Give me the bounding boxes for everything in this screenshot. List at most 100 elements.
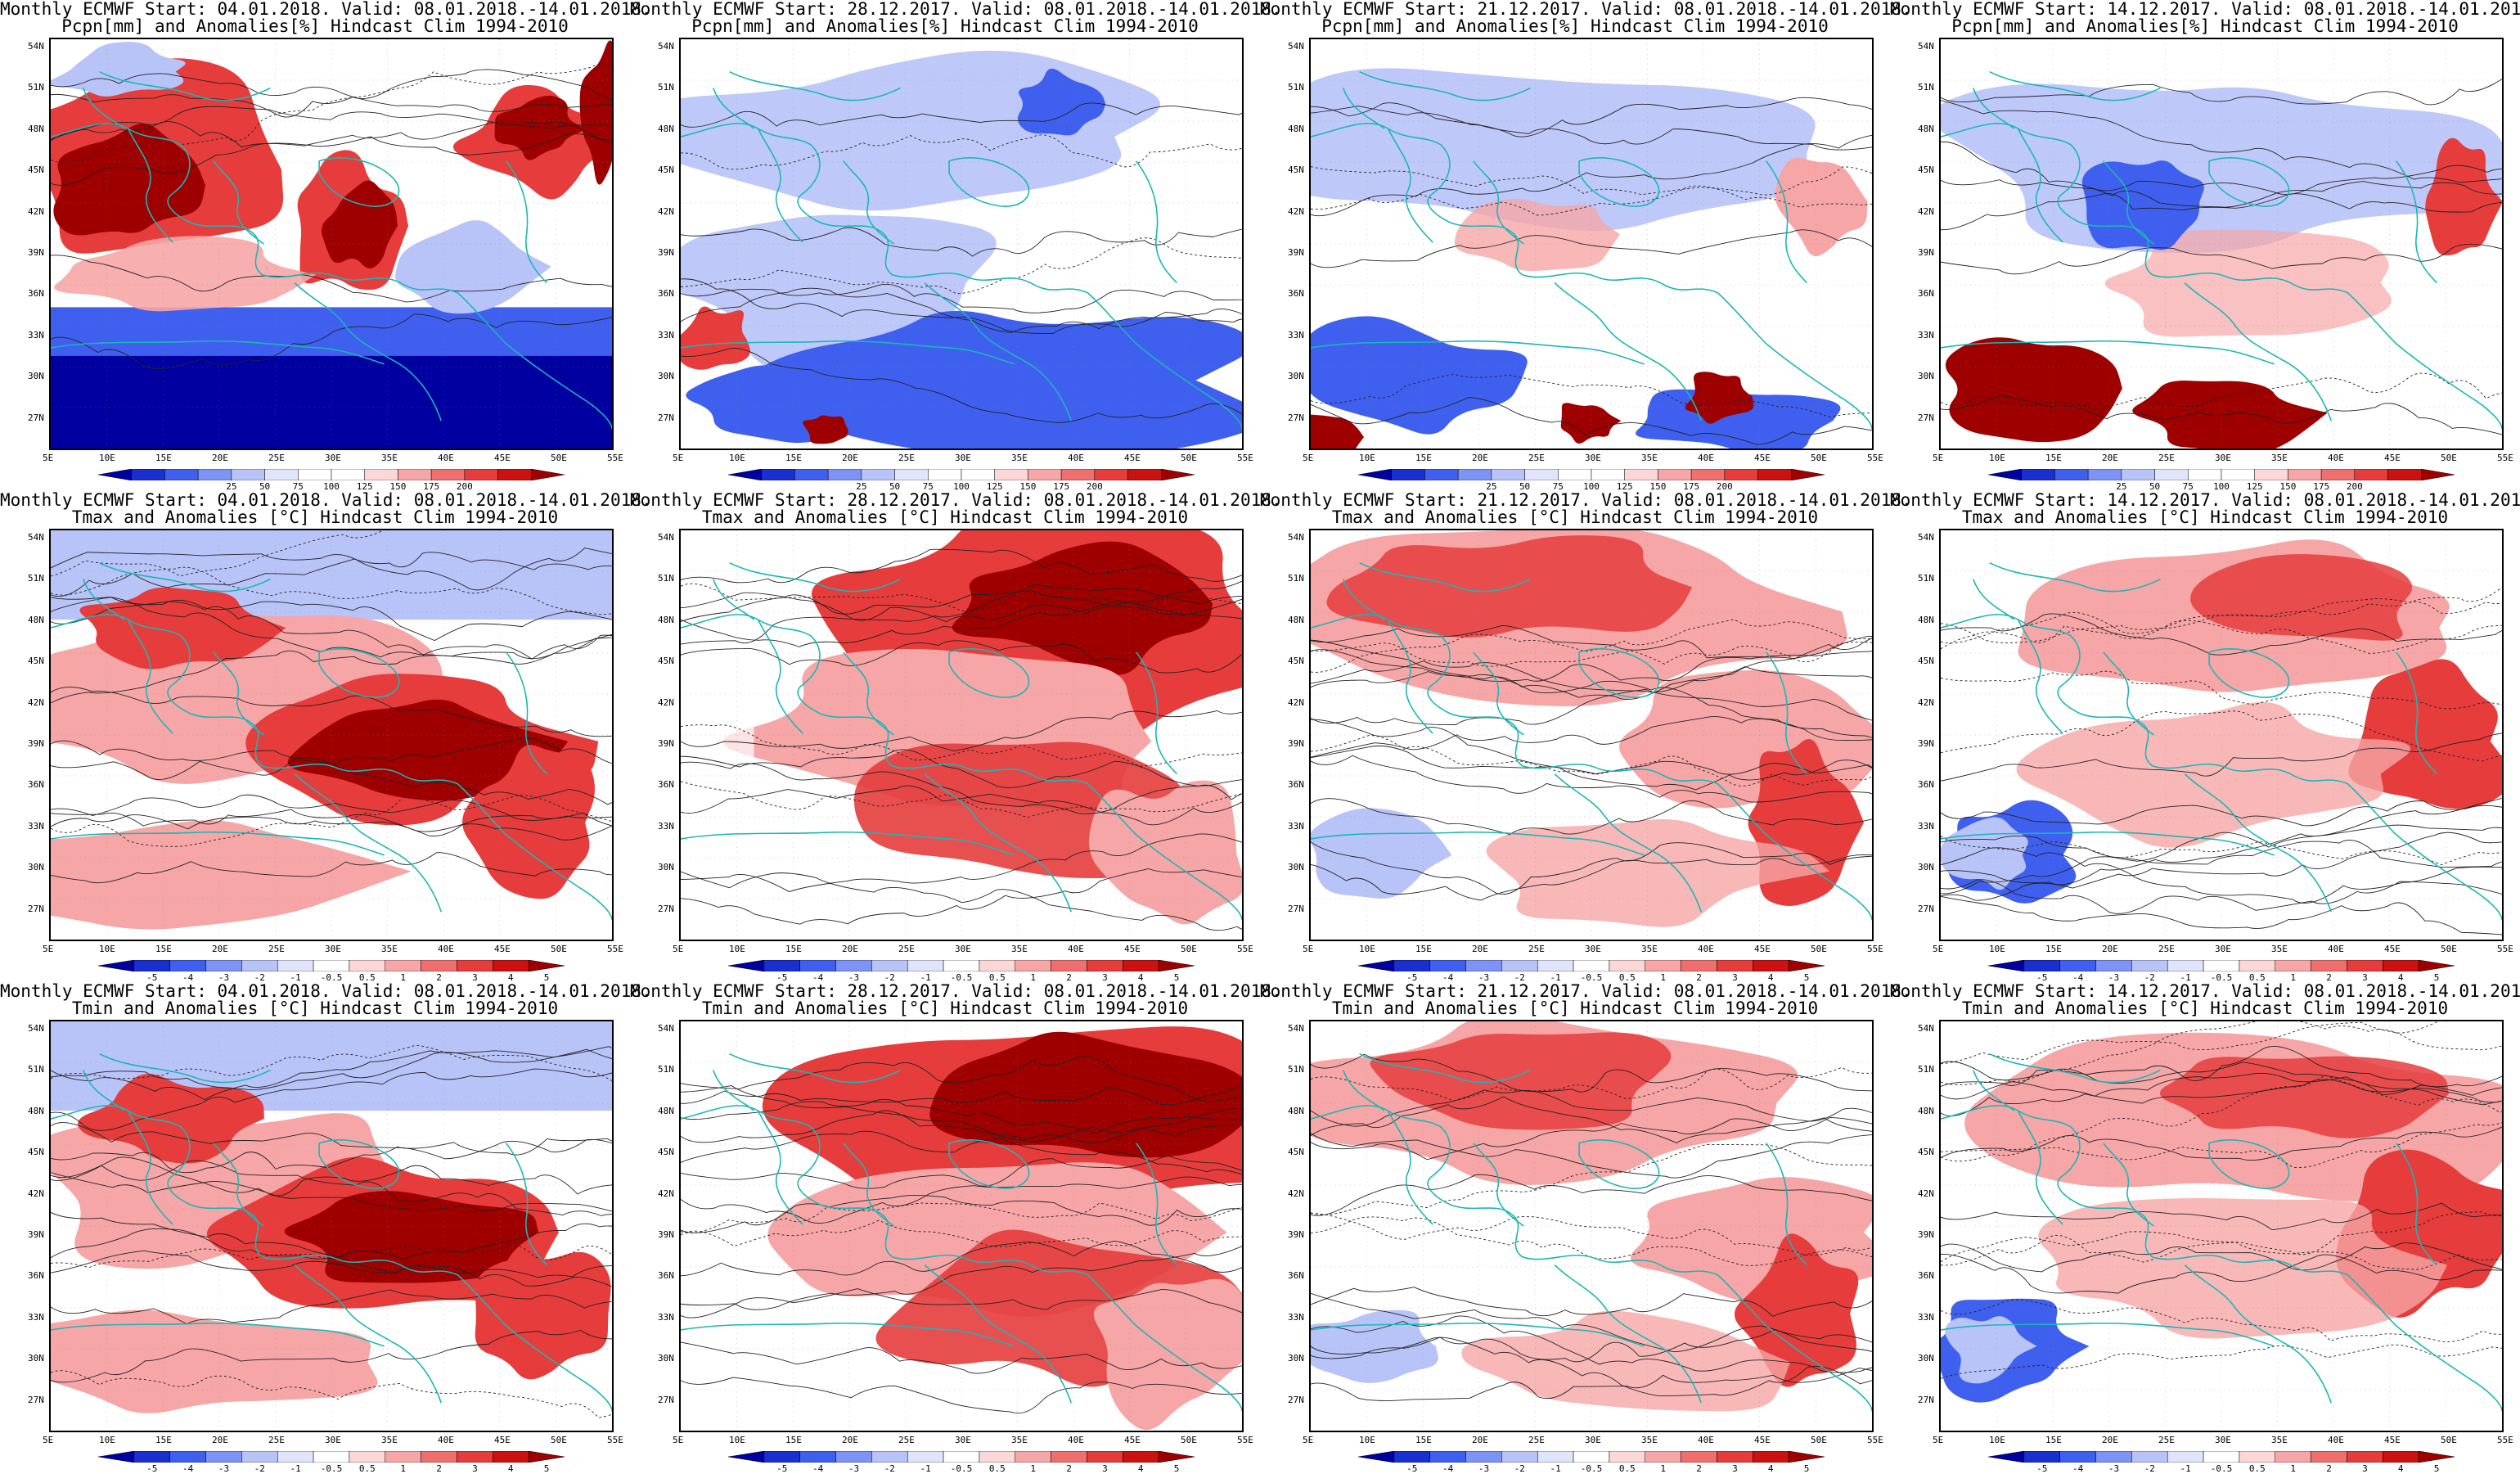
colorbar [727, 468, 1195, 481]
colorbar [97, 468, 565, 481]
latitude-label: 54N [1288, 41, 1304, 52]
latitude-label: 51N [1918, 1064, 1934, 1075]
colorbar-tick-label: 150 [1019, 481, 1037, 492]
colorbar-tick-label: 0.5 [1618, 1463, 1636, 1474]
longitude-label: 25E [268, 944, 285, 954]
longitude-label: 10E [99, 1435, 115, 1445]
longitude-label: 25E [268, 1435, 285, 1445]
latitude-label: 48N [1288, 123, 1304, 134]
panel-title: Monthly ECMWF Start: 21.12.2017. Valid: … [1260, 490, 1912, 510]
longitude-label: 45E [494, 944, 511, 954]
longitude-label: 45E [1754, 453, 1771, 463]
longitude-label: 35E [381, 944, 398, 954]
latitude-label: 42N [1918, 696, 1934, 708]
colorbar-tick-label: -1 [2180, 1463, 2191, 1474]
colorbar-tick-label: 75 [922, 481, 934, 492]
panel-subtitle: Tmin and Anomalies [°C] Hindcast Clim 19… [71, 998, 559, 1018]
latitude-label: 39N [1288, 247, 1304, 258]
colorbar-tick-label: -0.5 [320, 972, 343, 983]
colorbar-tick-label: -1 [290, 972, 301, 983]
longitude-label: 10E [1359, 1435, 1375, 1445]
latitude-label: 39N [1918, 1229, 1934, 1240]
colorbar-tick-label: 2 [1066, 972, 1072, 983]
longitude-label: 30E [325, 453, 341, 463]
latitude-label: 36N [28, 288, 44, 300]
longitude-label: 45E [2384, 944, 2401, 954]
latitude-label: 27N [1918, 903, 1934, 914]
latitude-label: 45N [28, 165, 44, 176]
panel-title: Monthly ECMWF Start: 14.12.2017. Valid: … [1890, 0, 2520, 19]
colorbar-tick-label: -2 [254, 972, 265, 983]
panel-subtitle: Pcpn[mm] and Anomalies[%] Hindcast Clim … [1321, 16, 1829, 36]
latitude-label: 30N [28, 862, 44, 873]
latitude-label: 45N [1918, 656, 1934, 667]
latitude-label: 42N [658, 696, 674, 708]
longitude-label: 35E [1011, 453, 1028, 463]
latitude-label: 30N [658, 862, 674, 873]
panel-subtitle: Tmin and Anomalies [°C] Hindcast Clim 19… [1331, 998, 1819, 1018]
latitude-label: 27N [28, 903, 44, 914]
forecast-panel-temp: Monthly ECMWF Start: 28.12.2017. Valid: … [630, 491, 1282, 983]
anomaly-map [1939, 38, 2504, 450]
latitude-label: 33N [1918, 820, 1934, 832]
latitude-label: 30N [658, 1353, 674, 1364]
colorbar-tick-label: 1 [1030, 1463, 1036, 1474]
longitude-label: 5E [673, 1435, 684, 1445]
colorbar-tick-label: -3 [218, 1463, 230, 1474]
latitude-label: 42N [658, 1188, 674, 1199]
panel-subtitle: Tmin and Anomalies [°C] Hindcast Clim 19… [701, 998, 1189, 1018]
colorbar-tick-label: 3 [1102, 972, 1108, 983]
latitude-label: 27N [1288, 412, 1304, 423]
anomaly-map [1939, 1020, 2504, 1432]
longitude-label: 40E [1068, 453, 1084, 463]
colorbar-tick-label: 2 [1696, 1463, 1702, 1474]
longitude-label: 45E [494, 453, 511, 463]
colorbar-tick-label: 2 [1066, 1463, 1072, 1474]
colorbar-tick-label: -5 [146, 1463, 158, 1474]
longitude-label: 55E [2497, 1435, 2513, 1445]
latitude-label: 48N [1918, 123, 1934, 134]
longitude-label: 40E [2328, 453, 2344, 463]
colorbar-tick-label: -2 [254, 1463, 265, 1474]
colorbar-tick-label: 125 [1616, 481, 1633, 492]
latitude-label: 51N [1918, 573, 1934, 584]
colorbar-tick-label: 2 [436, 972, 442, 983]
panel-title: Monthly ECMWF Start: 14.12.2017. Valid: … [1890, 490, 2520, 510]
colorbar-tick-label: 2 [2326, 1463, 2332, 1474]
longitude-label: 50E [2441, 1435, 2457, 1445]
colorbar-tick-label: 150 [389, 481, 407, 492]
colorbar-tick-label: 100 [2213, 481, 2230, 492]
colorbar-tick-label: -2 [884, 972, 895, 983]
longitude-label: 5E [1303, 453, 1314, 463]
colorbar-tick-label: 100 [323, 481, 340, 492]
latitude-label: 54N [28, 1023, 44, 1034]
latitude-label: 36N [658, 779, 674, 791]
longitude-label: 15E [155, 1435, 172, 1445]
colorbar-tick-label: 175 [1683, 481, 1700, 492]
longitude-label: 55E [1237, 1435, 1253, 1445]
longitude-label: 30E [1585, 453, 1601, 463]
longitude-label: 5E [673, 944, 684, 954]
colorbar-tick-label: 3 [1102, 1463, 1108, 1474]
latitude-label: 27N [658, 1394, 674, 1405]
longitude-label: 10E [99, 944, 115, 954]
longitude-label: 20E [1472, 453, 1488, 463]
longitude-label: 25E [1528, 453, 1545, 463]
longitude-label: 30E [2215, 453, 2231, 463]
latitude-label: 45N [1918, 165, 1934, 176]
panel-subtitle: Tmin and Anomalies [°C] Hindcast Clim 19… [1961, 998, 2449, 1018]
colorbar-tick-label: 1 [400, 1463, 406, 1474]
latitude-label: 42N [28, 205, 44, 217]
longitude-label: 25E [2158, 944, 2175, 954]
colorbar-tick-label: 5 [2433, 1463, 2440, 1474]
latitude-label: 27N [28, 412, 44, 423]
colorbar-tick-label: -3 [848, 1463, 860, 1474]
forecast-panel-pcpn: Monthly ECMWF Start: 28.12.2017. Valid: … [630, 0, 1282, 492]
colorbar-tick-label: 3 [1732, 972, 1738, 983]
longitude-label: 35E [1641, 453, 1658, 463]
latitude-label: 36N [28, 1270, 44, 1282]
colorbar [97, 1450, 565, 1463]
longitude-label: 35E [381, 1435, 398, 1445]
longitude-label: 35E [2271, 1435, 2288, 1445]
longitude-label: 50E [1811, 1435, 1827, 1445]
